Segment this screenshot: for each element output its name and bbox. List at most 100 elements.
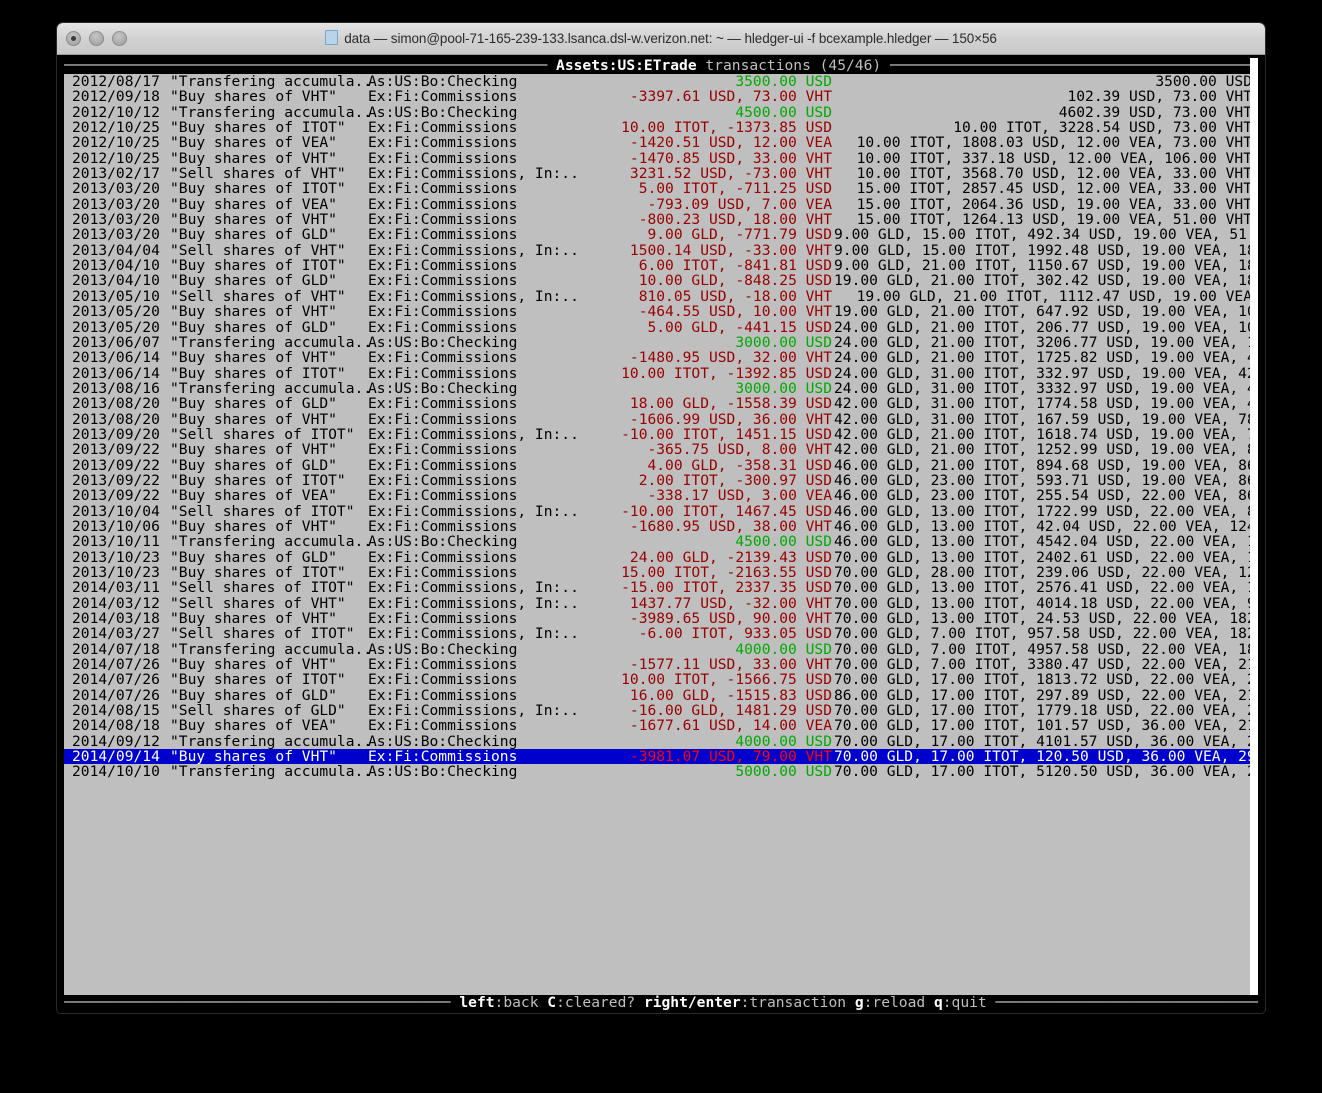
table-row[interactable]: 2013/05/20 "Buy shares of GLD" Ex:Fi:Commi…: [64, 318, 1258, 336]
table-row[interactable]: 2013/09/22 "Buy shares of VHT" Ex:Fi:Commi…: [64, 441, 1258, 459]
table-row[interactable]: 2013/05/10 "Sell shares of VHT" Ex:Fi:Comm…: [64, 287, 1258, 305]
transaction-description: "Sell shares of VHT": [170, 241, 346, 259]
transaction-account: Ex:Fi:Commissions, In:..: [368, 241, 579, 259]
table-row[interactable]: 2014/09/14 "Buy shares of VHT" Ex:Fi:Commi…: [64, 749, 1258, 764]
table-row[interactable]: 2013/10/23 "Buy shares of GLD" Ex:Fi:Commi…: [64, 548, 1258, 566]
table-row[interactable]: 2013/03/20 "Buy shares of VEA" Ex:Fi:Commi…: [64, 196, 1258, 212]
footer-gap-3: [925, 995, 934, 1011]
table-row[interactable]: 2014/07/26 "Buy shares of GLD" Ex:Fi:Commi…: [64, 687, 1258, 703]
table-row[interactable]: 2014/07/18 "Transfering accumula.. As:US:B…: [64, 641, 1258, 657]
table-row[interactable]: 2012/08/17 "Transfering accumula.. As:US:B…: [64, 74, 1258, 90]
transaction-account: Ex:Fi:Commissions: [368, 149, 518, 167]
transaction-account: As:US:Bo:Checking: [368, 379, 518, 397]
transaction-date: 2013/02/17: [72, 165, 160, 183]
transaction-amount: 810.05 USD, -18.00 VHT: [638, 287, 832, 305]
transaction-description: "Buy shares of VHT": [170, 88, 337, 106]
footer-action-quit: :quit: [942, 995, 987, 1011]
table-row[interactable]: 2013/05/20 "Buy shares of VHT" Ex:Fi:Commi…: [64, 303, 1258, 321]
table-row[interactable]: 2012/10/25 "Buy shares of ITOT" Ex:Fi:Comm…: [64, 119, 1258, 137]
footer-key-quit[interactable]: q: [933, 995, 943, 1011]
table-row[interactable]: 2013/10/06 "Buy shares of VHT" Ex:Fi:Commi…: [64, 519, 1258, 535]
table-row[interactable]: 2013/09/22 "Buy shares of GLD" Ex:Fi:Commi…: [64, 457, 1258, 473]
table-row[interactable]: 2014/03/27 "Sell shares of ITOT" Ex:Fi:Com…: [64, 625, 1258, 643]
transaction-description: "Buy shares of ITOT": [170, 564, 346, 581]
table-row[interactable]: 2013/10/11 "Transfering accumula.. As:US:B…: [64, 533, 1258, 551]
transaction-amount: 24.00 GLD, -2139.43 USD: [629, 548, 832, 566]
table-row[interactable]: 2013/06/14 "Buy shares of VHT" Ex:Fi:Commi…: [64, 349, 1258, 367]
table-row[interactable]: 2014/10/10 "Transfering accumula.. As:US:B…: [64, 763, 1258, 781]
footer-key-back[interactable]: left: [459, 995, 495, 1011]
transaction-description: "Sell shares of ITOT": [170, 502, 355, 520]
transaction-account: Ex:Fi:Commissions: [368, 717, 518, 735]
transaction-account: Ex:Fi:Commissions: [368, 671, 518, 689]
table-row[interactable]: 2014/07/26 "Buy shares of VHT" Ex:Fi:Commi…: [64, 657, 1258, 673]
table-row[interactable]: 2014/07/26 "Buy shares of ITOT" Ex:Fi:Comm…: [64, 671, 1258, 689]
table-row[interactable]: 2012/10/12 "Transfering accumula.. As:US:B…: [64, 103, 1258, 121]
transaction-description: "Buy shares of ITOT": [170, 119, 346, 137]
transaction-date: 2014/03/27: [72, 625, 160, 643]
table-row[interactable]: 2014/03/11 "Sell shares of ITOT" Ex:Fi:Com…: [64, 579, 1258, 597]
table-row[interactable]: 2013/08/16 "Transfering accumula.. As:US:B…: [64, 379, 1258, 397]
table-row[interactable]: 2013/10/04 "Sell shares of ITOT" Ex:Fi:Com…: [64, 502, 1258, 520]
transaction-description: "Buy shares of VHT": [170, 441, 337, 459]
table-row[interactable]: 2014/03/18 "Buy shares of VHT" Ex:Fi:Commi…: [64, 610, 1258, 628]
transaction-date: 2014/03/11: [72, 579, 160, 597]
transaction-amount: -1480.95 USD, 32.00 VHT: [629, 349, 832, 367]
table-row[interactable]: 2013/06/07 "Transfering accumula.. As:US:B…: [64, 334, 1258, 350]
table-row[interactable]: 2013/09/20 "Sell shares of ITOT" Ex:Fi:Com…: [64, 427, 1258, 443]
running-balance: 70.00 GLD, 7.00 ITOT, 957.58 USD, 22.00 …: [834, 625, 1258, 643]
table-row[interactable]: 2014/03/12 "Sell shares of VHT" Ex:Fi:Comm…: [64, 595, 1258, 611]
transaction-amount: 5000.00 USD: [735, 763, 832, 781]
table-row[interactable]: 2013/04/10 "Buy shares of GLD" Ex:Fi:Commi…: [64, 273, 1258, 289]
transaction-description: "Buy shares of VHT": [170, 610, 337, 628]
scrollbar[interactable]: [1250, 58, 1258, 1011]
table-row[interactable]: 2012/09/18 "Buy shares of VHT" Ex:Fi:Commi…: [64, 88, 1258, 106]
table-row[interactable]: 2013/10/23 "Buy shares of ITOT" Ex:Fi:Comm…: [64, 564, 1258, 581]
zoom-button[interactable]: [112, 31, 127, 46]
table-row[interactable]: 2013/06/14 "Buy shares of ITOT" Ex:Fi:Comm…: [64, 364, 1258, 382]
close-button[interactable]: [66, 31, 81, 46]
running-balance: 10.00 ITOT, 337.18 USD, 12.00 VEA, 106.0…: [856, 149, 1252, 167]
table-row[interactable]: 2013/04/04 "Sell shares of VHT" Ex:Fi:Comm…: [64, 241, 1258, 259]
table-row[interactable]: 2013/03/20 "Buy shares of VHT" Ex:Fi:Commi…: [64, 212, 1258, 228]
minimize-button[interactable]: [89, 31, 104, 46]
table-row[interactable]: 2013/09/22 "Buy shares of ITOT" Ex:Fi:Comm…: [64, 471, 1258, 489]
transaction-amount: 18.00 GLD, -1558.39 USD: [629, 395, 832, 413]
table-row[interactable]: 2014/08/15 "Sell shares of GLD" Ex:Fi:Comm…: [64, 703, 1258, 719]
transaction-description: "Buy shares of VEA": [170, 487, 337, 505]
window-titlebar[interactable]: data — simon@pool-71-165-239-133.lsanca.…: [57, 23, 1265, 55]
transaction-account: Ex:Fi:Commissions: [368, 410, 518, 428]
running-balance: 70.00 GLD, 17.00 ITOT, 5120.50 USD, 36.0…: [834, 763, 1258, 781]
terminal-body[interactable]: ────────────────────────────────────────…: [57, 55, 1265, 1013]
table-row[interactable]: 2012/10/25 "Buy shares of VHT" Ex:Fi:Commi…: [64, 149, 1258, 167]
window-title-label: data — simon@pool-71-165-239-133.lsanca.…: [344, 31, 997, 46]
tui-screen: ────────────────────────────────────────…: [64, 58, 1258, 1011]
footer-key-transaction[interactable]: right/enter: [643, 995, 741, 1011]
table-row[interactable]: 2014/09/12 "Transfering accumula.. As:US:B…: [64, 732, 1258, 750]
table-row[interactable]: 2013/02/17 "Sell shares of VHT" Ex:Fi:Comm…: [64, 165, 1258, 183]
transaction-account: Ex:Fi:Commissions: [368, 471, 518, 489]
footer-key-reload[interactable]: g: [854, 995, 864, 1011]
transaction-date: 2013/05/20: [72, 318, 160, 336]
footer-gap-0: [538, 995, 547, 1011]
running-balance: 102.39 USD, 73.00 VHT: [1067, 88, 1252, 106]
window-title: data — simon@pool-71-165-239-133.lsanca.…: [57, 23, 1265, 54]
table-row[interactable]: 2013/04/10 "Buy shares of ITOT" Ex:Fi:Comm…: [64, 258, 1258, 274]
transaction-description: "Buy shares of VHT": [170, 303, 337, 321]
transaction-amount: 4500.00 USD: [735, 103, 832, 121]
table-row[interactable]: 2014/08/18 "Buy shares of VEA" Ex:Fi:Commi…: [64, 717, 1258, 735]
table-row[interactable]: 2013/08/20 "Buy shares of VHT" Ex:Fi:Commi…: [64, 410, 1258, 428]
table-row[interactable]: 2013/03/20 "Buy shares of ITOT" Ex:Fi:Comm…: [64, 181, 1258, 197]
table-row[interactable]: 2013/09/22 "Buy shares of VEA" Ex:Fi:Commi…: [64, 487, 1258, 505]
transaction-account: Ex:Fi:Commissions: [368, 364, 518, 382]
footer-key-cleared?[interactable]: C: [547, 995, 557, 1011]
table-row[interactable]: 2012/10/25 "Buy shares of VEA" Ex:Fi:Commi…: [64, 135, 1258, 151]
table-row[interactable]: 2013/03/20 "Buy shares of GLD" Ex:Fi:Commi…: [64, 227, 1258, 243]
header-rule-right: ────────────────────────────────────────…: [889, 58, 1258, 74]
transaction-amount: 4000.00 USD: [735, 732, 832, 750]
transaction-account: As:US:Bo:Checking: [368, 533, 518, 551]
transaction-date: 2013/08/20: [72, 395, 160, 413]
running-balance: 70.00 GLD, 17.00 ITOT, 4101.57 USD, 36.0…: [834, 732, 1258, 750]
transaction-date: 2012/10/12: [72, 103, 160, 121]
table-row[interactable]: 2013/08/20 "Buy shares of GLD" Ex:Fi:Commi…: [64, 395, 1258, 413]
